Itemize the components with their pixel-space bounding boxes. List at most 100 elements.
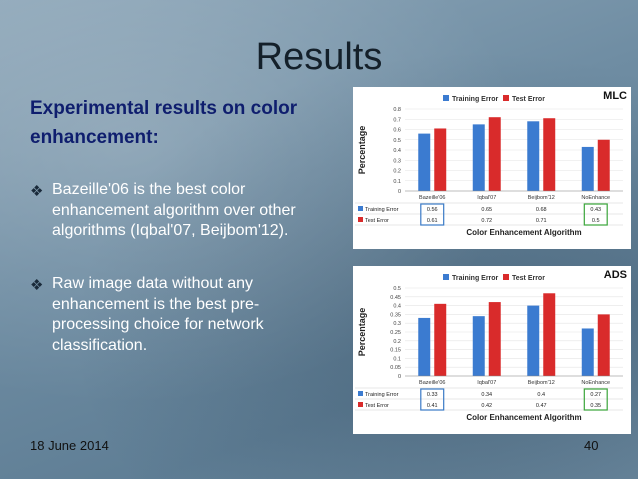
bar — [418, 133, 431, 191]
highlight-box-noenhance — [583, 388, 608, 411]
table-value: 0.33 — [427, 392, 438, 398]
bar — [527, 305, 540, 376]
slide-subtitle: Experimental results on color enhancemen… — [30, 98, 298, 148]
y-tick-label: 0.05 — [390, 365, 401, 371]
table-value: 0.61 — [427, 218, 438, 224]
y-tick-label: 0.2 — [393, 339, 401, 345]
table-value: 0.35 — [590, 403, 601, 409]
y-tick-label: 0.2 — [393, 169, 401, 175]
y-tick-label: 0 — [398, 189, 401, 195]
bar — [472, 316, 485, 376]
chart-panel-ads: Training Error Test Error 0.5 0.45 0.4 0.35 0.… — [353, 266, 631, 434]
bar — [581, 146, 594, 191]
legend-swatch — [443, 95, 449, 101]
highlight-box-best — [420, 388, 445, 411]
bullet-text-1: Bazeille'06 is the best color enhancemen… — [52, 181, 296, 239]
bar — [527, 121, 540, 191]
y-tick-label: 0.4 — [393, 148, 401, 154]
highlight-box-noenhance — [583, 203, 608, 226]
y-axis-label: Percentage — [357, 308, 367, 357]
y-tick-label: 0.45 — [390, 295, 401, 301]
table-value: 0.56 — [427, 207, 438, 213]
table-value: 0.42 — [481, 403, 492, 409]
legend-swatch — [503, 95, 509, 101]
table-value: 0.5 — [592, 218, 600, 224]
y-tick-label: 0.7 — [393, 117, 401, 123]
legend-label: Test Error — [512, 96, 545, 103]
table-value: 0.27 — [590, 392, 601, 398]
footer-date: 18 June 2014 — [30, 438, 109, 453]
y-tick-label: 0.5 — [393, 286, 401, 292]
x-tick-label: Bazeille'06 — [419, 380, 445, 386]
y-tick-label: 0.5 — [393, 138, 401, 144]
table-value: 0.47 — [536, 403, 547, 409]
y-tick-label: 0.8 — [393, 107, 401, 113]
diamond-bullet-icon: ❖ — [30, 183, 44, 200]
x-tick-label: Iqbal'07 — [477, 380, 496, 386]
bar — [488, 302, 501, 376]
y-tick-label: 0.6 — [393, 128, 401, 134]
chart-tag-ads: ADS — [603, 269, 627, 281]
y-tick-label: 0.25 — [390, 330, 401, 336]
chart-ads: Training Error Test Error 0.5 0.45 0.4 0.35 0.… — [355, 274, 623, 422]
bar — [597, 314, 610, 376]
bar — [434, 303, 447, 376]
legend-label: Training Error — [452, 96, 499, 103]
x-tick-label: Iqbal'07 — [477, 195, 496, 201]
bar — [581, 328, 594, 376]
chart-tag-mlc: MLC — [603, 90, 627, 102]
table-value: 0.34 — [481, 392, 492, 398]
x-tick-label: NoEnhance — [581, 380, 610, 386]
table-series-name: Training Error — [365, 392, 399, 398]
legend-swatch — [503, 274, 509, 280]
diamond-bullet-icon: ❖ — [30, 277, 44, 294]
y-tick-label: 0.3 — [393, 321, 401, 327]
bullet-item-1: ❖ Bazeille'06 is the best color enhancem… — [30, 180, 330, 242]
y-tick-label: 0.1 — [393, 179, 401, 185]
table-series-name: Training Error — [365, 207, 399, 213]
table-series-name: Test Error — [365, 403, 389, 409]
table-value: 0.65 — [481, 207, 492, 213]
y-tick-label: 0.35 — [390, 312, 401, 318]
table-value: 0.72 — [481, 218, 492, 224]
bullet-item-2: ❖ Raw image data without any enhancement… — [30, 274, 330, 356]
table-series-swatch — [358, 206, 363, 211]
y-tick-label: 0.1 — [393, 356, 401, 362]
y-axis-label: Percentage — [357, 126, 367, 175]
y-tick-label: 0.15 — [390, 348, 401, 354]
table-series-name: Test Error — [365, 218, 389, 224]
table-series-swatch — [358, 402, 363, 407]
bar — [543, 293, 556, 376]
chart-mlc: Training Error Test Error 0.8 0.7 0.6 0.5 0.4 0… — [355, 95, 623, 237]
highlight-box-best — [420, 203, 445, 226]
table-value: 0.4 — [537, 392, 545, 398]
bar — [543, 118, 556, 191]
legend-label: Test Error — [512, 275, 545, 282]
x-tick-label: Beijbom'12 — [528, 195, 555, 201]
page-number: 40 — [584, 438, 599, 453]
bar — [418, 317, 431, 376]
y-tick-label: 0.3 — [393, 158, 401, 164]
table-value: 0.43 — [590, 207, 601, 213]
x-axis-label: Color Enhancement Algorithm — [466, 413, 581, 422]
x-tick-label: Bazeille'06 — [419, 195, 445, 201]
table-series-swatch — [358, 391, 363, 396]
bar — [597, 139, 610, 191]
legend-swatch — [443, 274, 449, 280]
slide-title: Results — [255, 36, 383, 78]
table-value: 0.68 — [536, 207, 547, 213]
chart-panel-mlc: Training Error Test Error 0.8 0.7 0.6 0.5 0.4 0… — [353, 87, 631, 249]
table-value: 0.41 — [427, 403, 438, 409]
x-tick-label: Beijbom'12 — [528, 380, 555, 386]
y-tick-label: 0 — [398, 374, 401, 380]
x-tick-label: NoEnhance — [581, 195, 610, 201]
legend-label: Training Error — [452, 275, 499, 282]
bullet-text-2: Raw image data without any enhancement i… — [52, 275, 264, 354]
table-series-swatch — [358, 217, 363, 222]
bar — [488, 117, 501, 191]
bar — [472, 124, 485, 191]
bar — [434, 128, 447, 191]
table-value: 0.71 — [536, 218, 547, 224]
x-axis-label: Color Enhancement Algorithm — [466, 228, 581, 237]
